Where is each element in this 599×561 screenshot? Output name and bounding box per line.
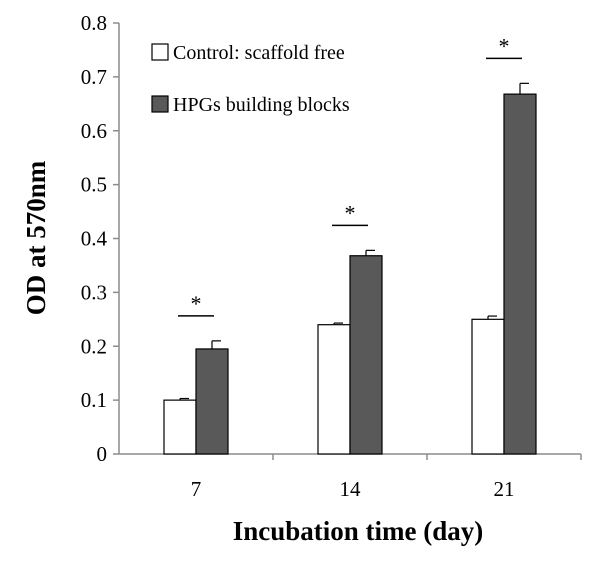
bar [195,348,229,455]
bar [317,324,351,455]
x-tick-label: 14 [340,477,362,501]
legend-label: Control: scaffold free [173,42,345,64]
y-tick-label: 0.5 [81,173,107,197]
bar [471,318,505,455]
legend-swatch [151,43,169,61]
significance-marker: * [191,291,202,316]
y-tick-label: 0 [97,442,108,466]
y-tick-label: 0.1 [81,388,107,412]
bar [349,255,383,455]
bar [503,93,537,455]
y-tick-label: 0.4 [81,227,108,251]
significance-marker: * [499,33,510,58]
y-tick-label: 0.6 [81,119,107,143]
x-tick-label: 7 [191,477,202,501]
bar [163,399,197,455]
bars [163,82,537,455]
x-tick-label: 21 [494,477,515,501]
x-ticks: 7 14 21 [191,454,582,501]
y-tick-label: 0.8 [81,11,107,35]
y-axis-title: OD at 570nm [21,160,51,315]
y-ticks: 0 0.1 0.2 0.3 0.4 0.5 0.6 0.7 0.8 [81,11,119,466]
significance-markers: * * * [178,33,522,317]
y-tick-label: 0.7 [81,65,107,89]
y-tick-label: 0.3 [81,280,107,304]
legend-swatch [151,95,169,113]
y-tick-label: 0.2 [81,334,107,358]
x-axis-title: Incubation time (day) [233,516,484,546]
legend: Control: scaffold free HPGs building bloc… [151,42,350,116]
significance-marker: * [345,200,356,225]
legend-label: HPGs building blocks [173,94,350,116]
